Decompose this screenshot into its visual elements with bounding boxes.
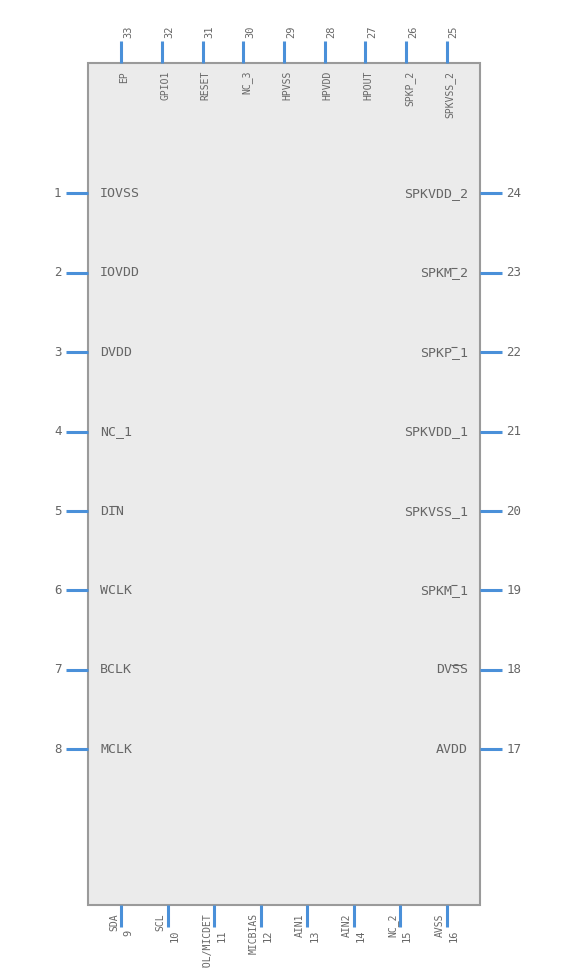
Bar: [88, 63, 480, 905]
Text: 11: 11: [216, 929, 226, 942]
Text: AIN1: AIN1: [295, 913, 305, 937]
Text: NC_1: NC_1: [100, 425, 132, 439]
Text: SPKVDD_1: SPKVDD_1: [404, 425, 468, 439]
Text: 14: 14: [356, 929, 366, 942]
Text: 8: 8: [54, 742, 61, 756]
Text: 3: 3: [54, 346, 61, 359]
Text: 6: 6: [54, 584, 61, 597]
Text: 24: 24: [507, 187, 521, 200]
Text: 22: 22: [507, 346, 521, 359]
Text: SPKM_1: SPKM_1: [420, 584, 468, 597]
Text: DVDD: DVDD: [100, 346, 132, 359]
Text: 9: 9: [123, 929, 133, 936]
Text: 20: 20: [507, 504, 521, 518]
Text: AVSS: AVSS: [435, 913, 445, 937]
Text: 23: 23: [507, 266, 521, 280]
Text: WCLK: WCLK: [100, 584, 132, 597]
Text: 12: 12: [263, 929, 273, 942]
Text: NC_3: NC_3: [241, 71, 252, 95]
Text: DIN: DIN: [100, 504, 124, 518]
Text: 1: 1: [54, 187, 61, 200]
Text: SPKP_1: SPKP_1: [420, 346, 468, 359]
Text: 26: 26: [408, 26, 418, 39]
Text: SPKVDD_2: SPKVDD_2: [404, 187, 468, 200]
Text: 33: 33: [123, 26, 133, 39]
Text: BCLK: BCLK: [100, 663, 132, 677]
Text: HPVSS: HPVSS: [282, 71, 292, 101]
Text: VOL/MICDET: VOL/MICDET: [202, 913, 212, 968]
Text: 29: 29: [286, 26, 296, 39]
Text: 21: 21: [507, 425, 521, 439]
Text: 13: 13: [309, 929, 319, 942]
Text: 32: 32: [164, 26, 174, 39]
Text: 2: 2: [54, 266, 61, 280]
Text: SCL: SCL: [156, 913, 166, 930]
Text: 10: 10: [170, 929, 180, 942]
Text: 25: 25: [449, 26, 458, 39]
Text: SPKVSS_2: SPKVSS_2: [445, 71, 456, 118]
Text: 30: 30: [245, 26, 256, 39]
Text: GPIO1: GPIO1: [160, 71, 170, 101]
Text: 31: 31: [204, 26, 215, 39]
Text: EP: EP: [119, 71, 130, 82]
Text: 16: 16: [449, 929, 458, 942]
Text: HPVDD: HPVDD: [323, 71, 333, 101]
Text: 17: 17: [507, 742, 521, 756]
Text: AVDD: AVDD: [436, 742, 468, 756]
Text: IOVDD: IOVDD: [100, 266, 140, 280]
Text: 5: 5: [54, 504, 61, 518]
Text: SDA: SDA: [110, 913, 119, 930]
Text: MICBIAS: MICBIAS: [249, 913, 259, 954]
Text: 15: 15: [402, 929, 412, 942]
Text: SPKVSS_1: SPKVSS_1: [404, 504, 468, 518]
Text: 18: 18: [507, 663, 521, 677]
Text: SPKP_2: SPKP_2: [404, 71, 415, 106]
Text: 28: 28: [327, 26, 337, 39]
Text: SPKM_2: SPKM_2: [420, 266, 468, 280]
Text: 27: 27: [367, 26, 377, 39]
Text: RESET: RESET: [201, 71, 211, 101]
Text: IOVSS: IOVSS: [100, 187, 140, 200]
Text: AIN2: AIN2: [342, 913, 352, 937]
Text: MCLK: MCLK: [100, 742, 132, 756]
Text: NC_2: NC_2: [387, 913, 398, 937]
Text: 4: 4: [54, 425, 61, 439]
Text: DVSS: DVSS: [436, 663, 468, 677]
Text: 19: 19: [507, 584, 521, 597]
Text: 7: 7: [54, 663, 61, 677]
Text: HPOUT: HPOUT: [364, 71, 373, 101]
